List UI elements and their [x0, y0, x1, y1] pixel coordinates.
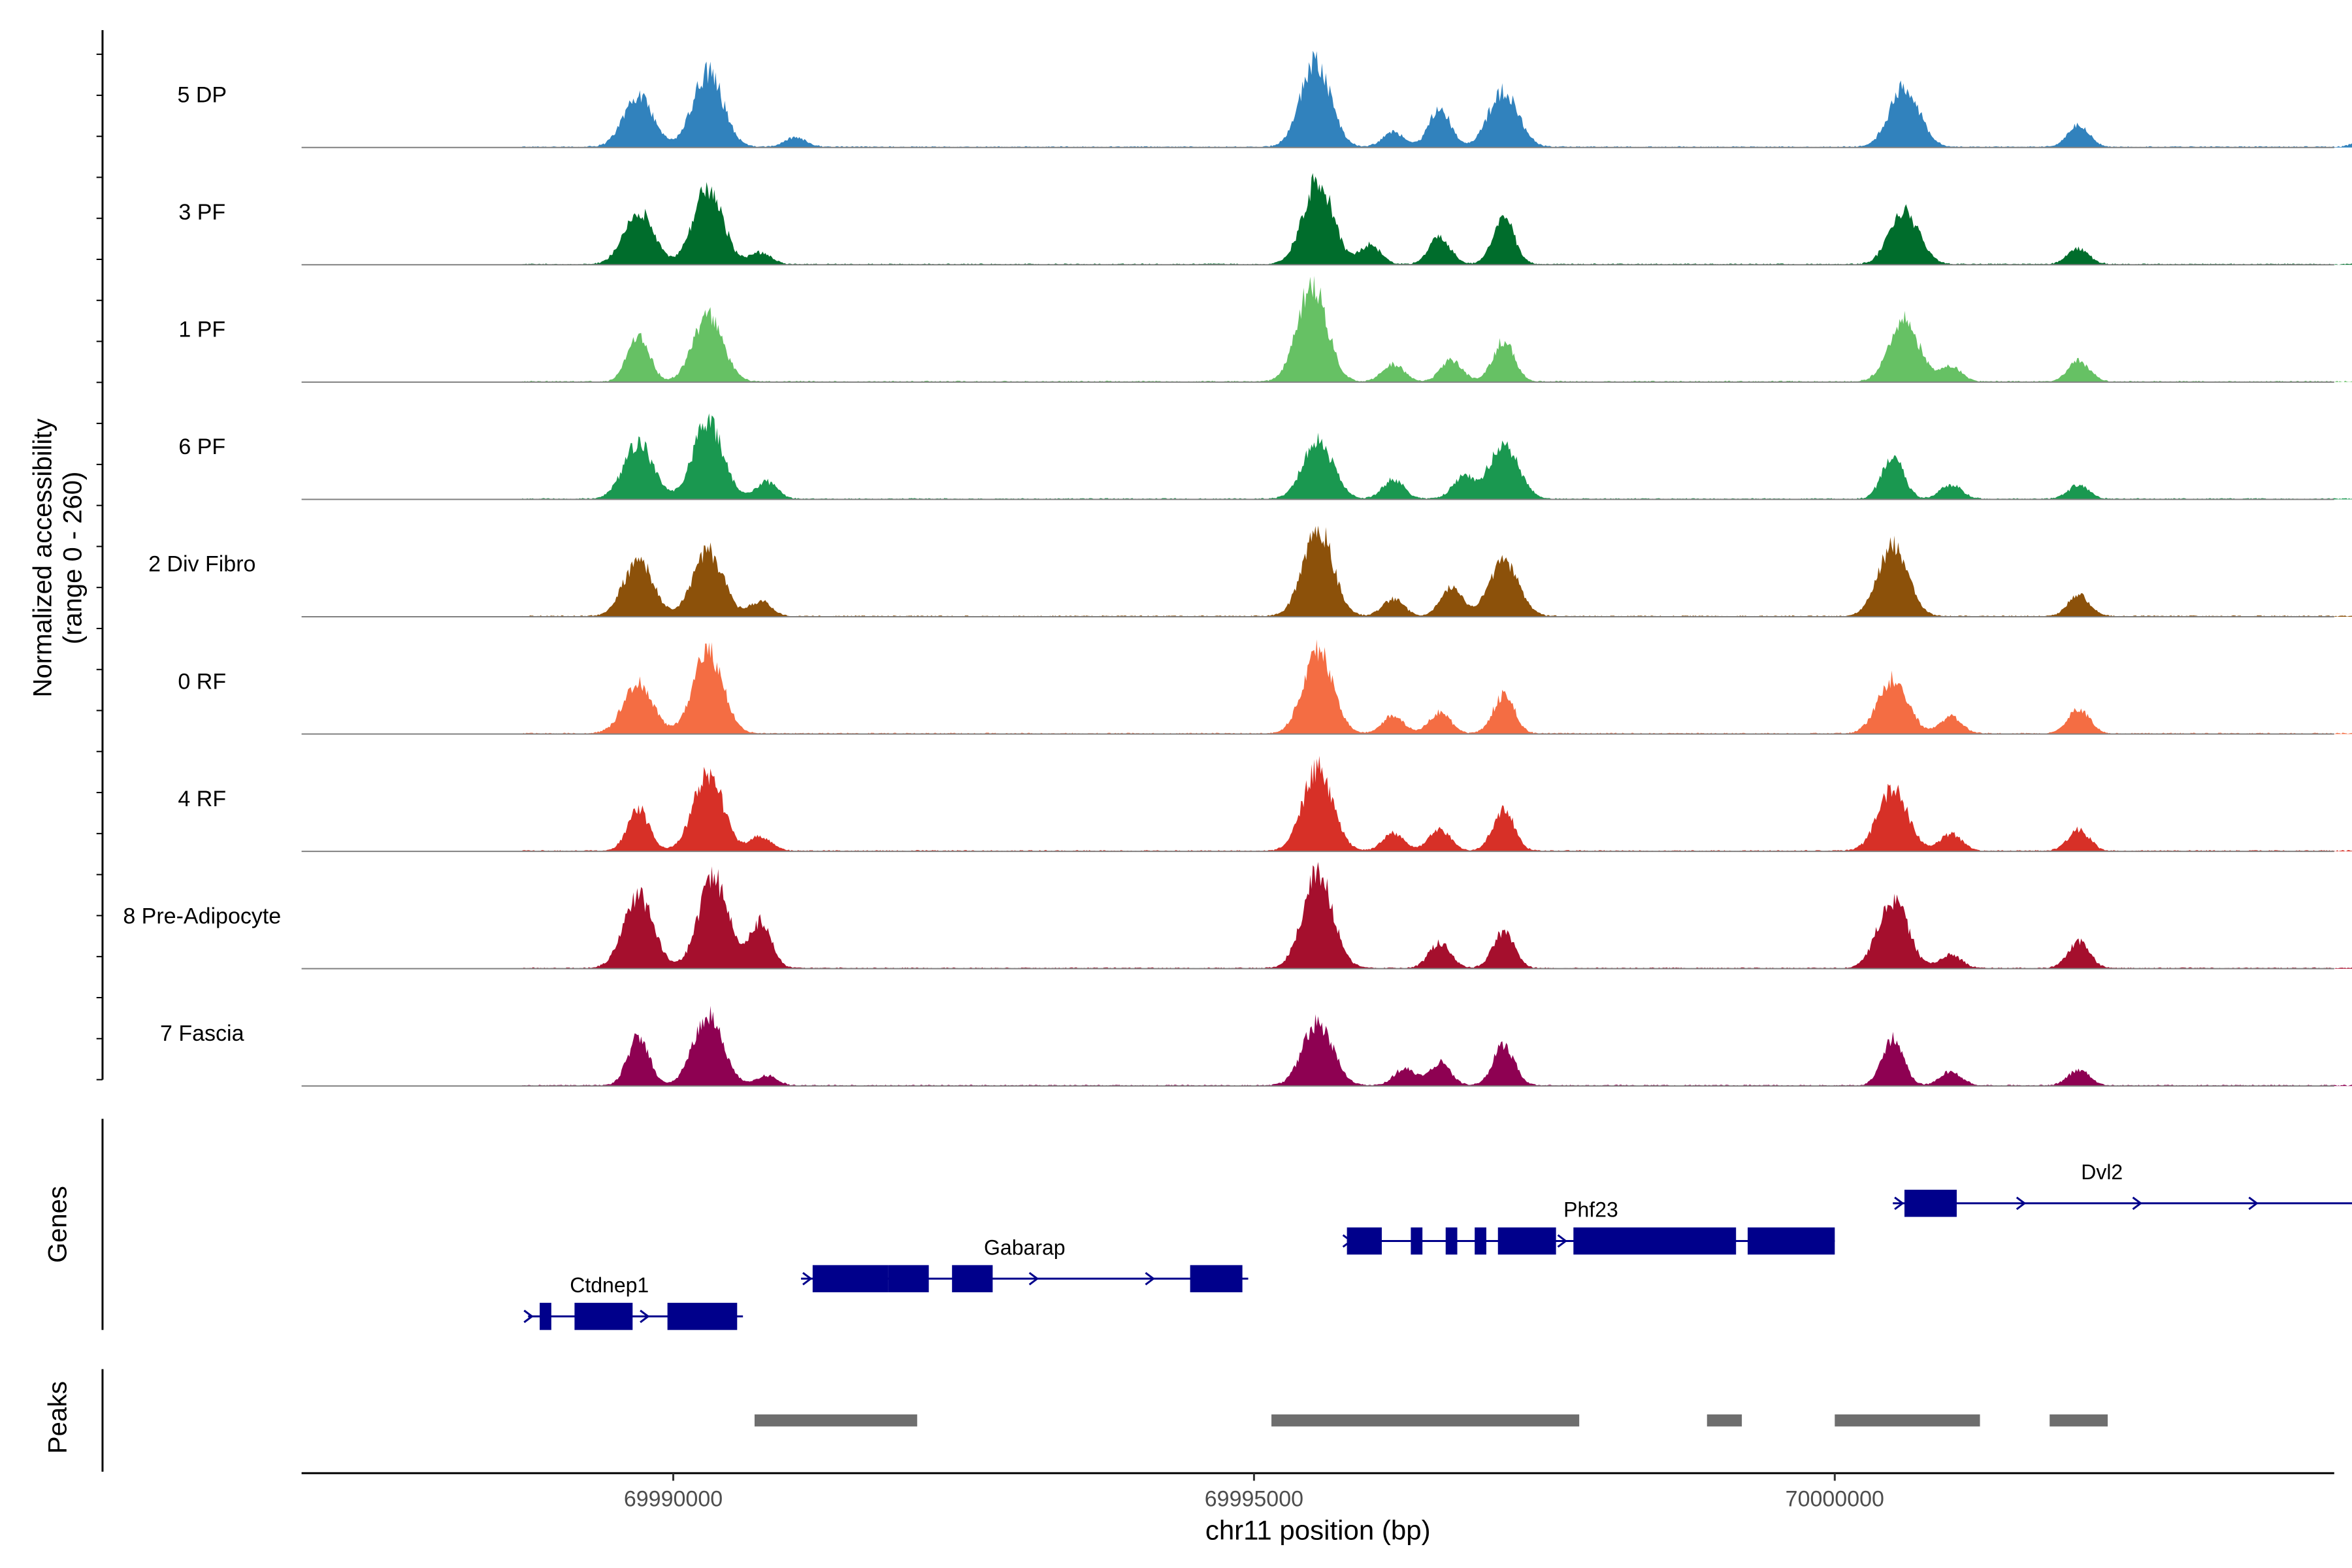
peak-region: [2050, 1414, 2108, 1427]
gene-strand-arrow: [1342, 1234, 1353, 1248]
track-label: 8 Pre-Adipocyte: [123, 904, 281, 928]
gene-exon: [1445, 1227, 1458, 1255]
gene-strand-arrow: [2016, 1196, 2027, 1210]
gene-exon: [1747, 1227, 1835, 1255]
peaks-panel-label: Peaks: [44, 1381, 73, 1454]
gene-exon: [1347, 1227, 1382, 1255]
x-tick-label: 69990000: [624, 1487, 723, 1512]
peak-region: [754, 1414, 917, 1427]
gene-strand-arrow: [1894, 1196, 1904, 1210]
peak-region: [1835, 1414, 1980, 1427]
gene-strand-arrow: [2132, 1196, 2143, 1210]
gene-strand-arrow: [640, 1309, 650, 1324]
coverage-area-7-fascia: [522, 1005, 2352, 1086]
genes-panel: Genes Ctdnep1 Gabarap Phf23 Dvl2: [44, 1119, 2352, 1330]
track-label: 2 Div Fibro: [148, 552, 255, 577]
gene-strand-arrow: [1028, 1271, 1039, 1286]
gene-strand-arrow: [1145, 1271, 1155, 1286]
track-label: 6 PF: [178, 434, 225, 459]
gene-name-ctdnep1: Ctdnep1: [570, 1273, 649, 1297]
track-label: 4 RF: [178, 787, 226, 811]
coverage-area-4-rf: [522, 755, 2352, 852]
coverage-area-8-pre-adipocyte: [522, 862, 2352, 969]
track-label: 1 PF: [178, 318, 225, 342]
gene-name-gabarap: Gabarap: [984, 1235, 1066, 1259]
track-label: 3 PF: [178, 200, 225, 225]
gene-exon: [574, 1303, 633, 1330]
gene-exon: [540, 1303, 551, 1330]
gene-exon: [812, 1265, 889, 1292]
coverage-area-0-rf: [522, 639, 2352, 734]
gene-strand-arrow: [1557, 1234, 1568, 1248]
axes: Normalized accessibility (range 0 - 260) 6…: [28, 30, 2334, 1545]
gene-exon: [1190, 1265, 1243, 1292]
track-label: 0 RF: [178, 669, 226, 694]
gene-exon: [1904, 1190, 1957, 1217]
gene-exon: [1573, 1227, 1737, 1255]
y-axis-subtitle: (range 0 - 260): [59, 472, 88, 645]
coverage-area-5-dp: [522, 50, 2352, 148]
coverage-area-3-pf: [522, 172, 2352, 265]
gene-strand-arrow: [2248, 1196, 2259, 1210]
gene-exon: [1411, 1227, 1423, 1255]
coverage-area-1-pf: [522, 276, 2352, 382]
gene-strand-arrow: [523, 1309, 534, 1324]
gene-exon: [1475, 1227, 1486, 1255]
y-axis-title: Normalized accessibility: [28, 419, 57, 698]
gene-name-phf23: Phf23: [1563, 1198, 1618, 1222]
peak-region: [1707, 1414, 1742, 1427]
gene-exon: [667, 1303, 738, 1330]
x-tick-label: 69995000: [1205, 1487, 1303, 1512]
gene-strand-arrow: [802, 1271, 813, 1286]
gene-exon: [888, 1265, 929, 1292]
coverage-area-6-pf: [522, 413, 2352, 500]
track-label: 7 Fascia: [160, 1021, 244, 1046]
genes-panel-label: Genes: [44, 1186, 73, 1263]
gene-exon: [1497, 1227, 1556, 1255]
coverage-panel: 5 DP 3 PF 1 PF 6 PF 2 Div Fibro 0 RF 4 RF 8 Pre…: [123, 50, 2352, 1087]
peaks-panel: Peaks: [44, 1369, 2108, 1472]
x-tick-label: 70000000: [1786, 1487, 1884, 1512]
x-axis-title: chr11 position (bp): [1205, 1514, 1431, 1545]
track-label: 5 DP: [177, 82, 227, 107]
peak-region: [1271, 1414, 1580, 1427]
gene-exon: [952, 1265, 993, 1292]
coverage-area-2-div-fibro: [522, 525, 2352, 617]
gene-name-dvl2: Dvl2: [2081, 1160, 2123, 1184]
